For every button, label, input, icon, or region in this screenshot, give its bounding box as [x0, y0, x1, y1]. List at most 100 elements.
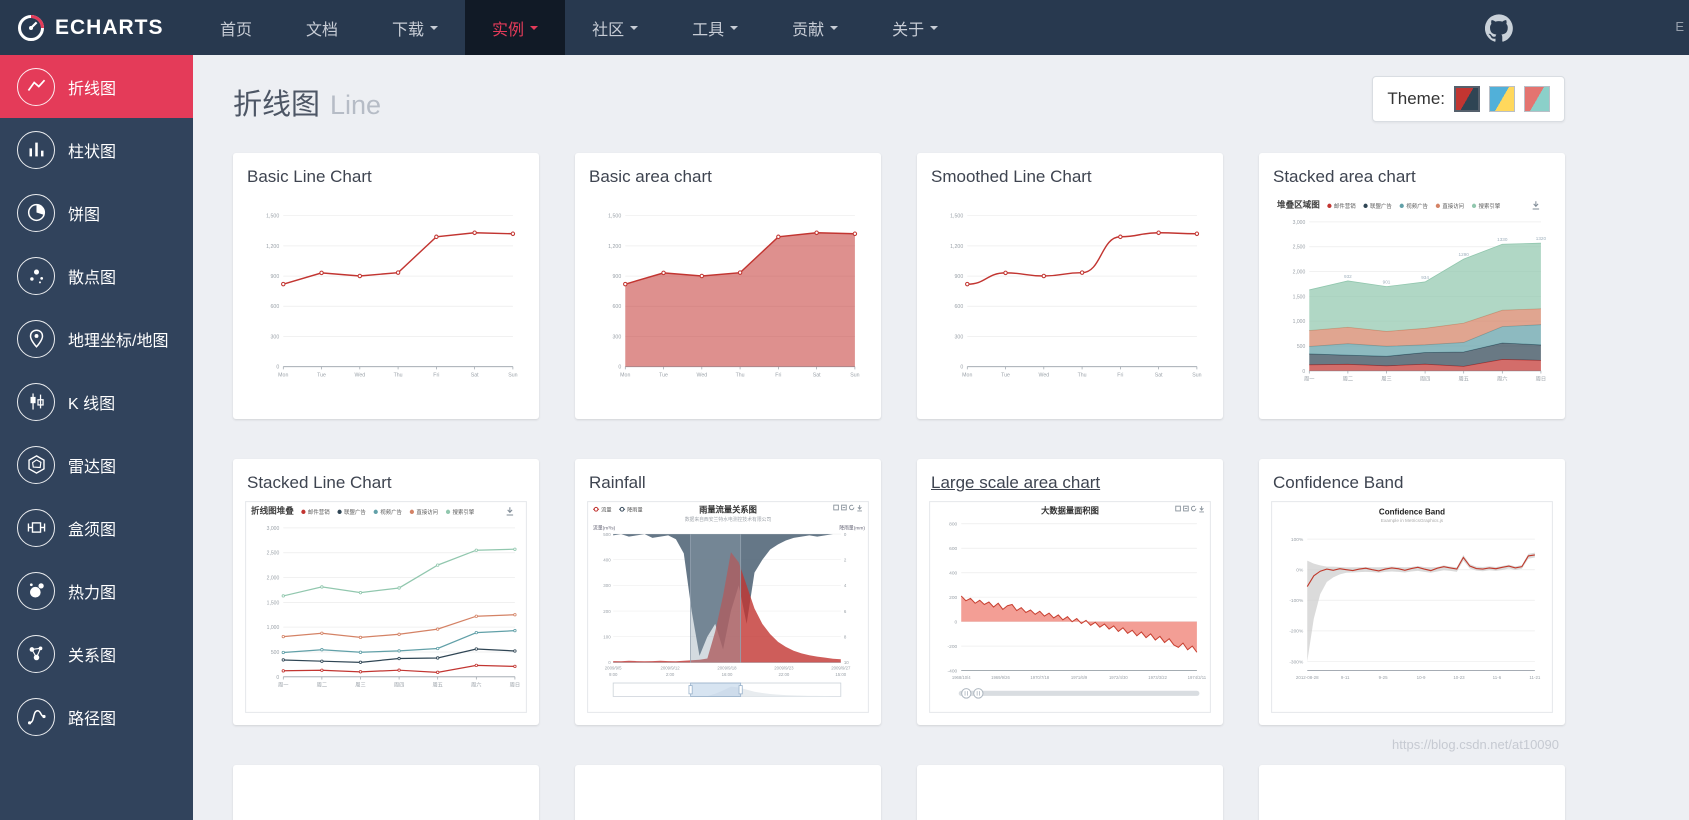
echarts-logo-icon — [18, 14, 44, 41]
nav-item-label: 实例 — [492, 21, 525, 39]
example-card-partial[interactable] — [1259, 765, 1565, 820]
svg-text:大数据量面积图: 大数据量面积图 — [1041, 505, 1099, 515]
svg-text:200: 200 — [949, 595, 957, 601]
boxplot-icon — [17, 508, 55, 547]
chart-thumbnail[interactable]: 折线图堆叠 邮件营销 联盟广告 视频广告 直接访问 搜索引擎 0 500 1,000 1,500 2… — [245, 501, 527, 713]
card-title[interactable]: Smoothed Line Chart — [931, 167, 1092, 186]
chart-thumbnail[interactable]: 0 300 600 900 1,200 1,500 Mon Tue Wed Thu Fri Sat Su… — [245, 195, 527, 407]
nav-item-实例[interactable]: 实例 — [465, 0, 566, 55]
example-card[interactable]: Smoothed Line Chart 0 300 600 900 1,200 1,500 M… — [917, 153, 1223, 419]
example-card[interactable]: Confidence Band Confidence Band Example in… — [1259, 459, 1565, 725]
chart-thumbnail[interactable]: 0 300 600 900 1,200 1,500 Mon Tue Wed Thu Fri Sat Su… — [587, 195, 869, 407]
svg-text:邮件营销: 邮件营销 — [1334, 202, 1356, 210]
svg-text:4: 4 — [844, 583, 847, 588]
example-card[interactable]: Large scale area chart 大数据量面积图 -400 -200 0 20… — [917, 459, 1223, 725]
svg-text:Sat: Sat — [471, 372, 479, 378]
svg-text:2,500: 2,500 — [1293, 245, 1306, 251]
svg-text:11-6: 11-6 — [1493, 675, 1502, 680]
example-card[interactable]: Stacked area chart 堆叠区域图 邮件营销 联盟广告 视频广告 直接访问 搜… — [1259, 153, 1565, 419]
svg-text:0: 0 — [955, 619, 958, 625]
github-icon[interactable] — [1485, 14, 1513, 42]
svg-text:Thu: Thu — [1078, 372, 1087, 378]
nav-item-首页[interactable]: 首页 — [193, 0, 279, 55]
svg-text:1320: 1320 — [1536, 236, 1547, 241]
sidebar-item-label: 路径图 — [68, 710, 117, 728]
svg-text:10-23: 10-23 — [1453, 675, 1465, 680]
example-card[interactable]: Rainfall 雨量流量关系图 数据来自西安兰特水电测控技术有限公司 流量 降雨量 流量… — [575, 459, 881, 725]
svg-text:折线图堆叠: 折线图堆叠 — [251, 504, 294, 515]
sidebar-item-label: 地理坐标/地图 — [68, 332, 169, 350]
nav-item-贡献[interactable]: 贡献 — [765, 0, 865, 55]
example-card[interactable]: Basic area chart 0 300 600 900 1,200 1,500 Mon T… — [575, 153, 881, 419]
chevron-down-icon — [530, 26, 539, 34]
svg-text:600: 600 — [271, 304, 280, 310]
nav-item-工具[interactable]: 工具 — [665, 0, 765, 55]
echarts-logo[interactable]: ECHARTS — [0, 13, 193, 43]
svg-text:搜索引擎: 搜索引擎 — [1479, 202, 1501, 210]
example-card-partial[interactable] — [917, 765, 1223, 820]
example-card-partial[interactable] — [575, 765, 881, 820]
sidebar-item-关系图[interactable]: 关系图 — [0, 622, 193, 685]
card-title[interactable]: Stacked area chart — [1273, 167, 1416, 186]
sidebar-item-盒须图[interactable]: 盒须图 — [0, 496, 193, 559]
svg-text:周五: 周五 — [432, 682, 442, 689]
chart-thumbnail[interactable]: 0 300 600 900 1,200 1,500 Mon Tue Wed Thu Fri Sat Su… — [929, 195, 1211, 407]
svg-text:9:00: 9:00 — [609, 672, 618, 677]
sidebar-item-柱状图[interactable]: 柱状图 — [0, 118, 193, 181]
nav-item-社区[interactable]: 社区 — [565, 0, 665, 55]
svg-text:Wed: Wed — [1038, 372, 1049, 378]
theme-swatch-vintage[interactable] — [1524, 86, 1550, 112]
svg-text:Fri: Fri — [1117, 372, 1123, 378]
sidebar-item-散点图[interactable]: 散点图 — [0, 244, 193, 307]
sidebar-item-地理坐标/地图[interactable]: 地理坐标/地图 — [0, 307, 193, 370]
sidebar-item-折线图[interactable]: 折线图 — [0, 55, 193, 118]
graph-icon — [17, 634, 55, 673]
main-content: 折线图 Line Theme: Basic Line Chart 0 300 600 90… — [193, 55, 1689, 820]
svg-text:0: 0 — [608, 660, 611, 665]
bar-chart-icon — [17, 130, 55, 169]
card-title[interactable]: Confidence Band — [1273, 473, 1404, 492]
chart-thumbnail[interactable]: 大数据量面积图 -400 -200 0 200 400 600 800 1968/10/4 196… — [929, 501, 1211, 713]
chart-thumbnail[interactable]: 堆叠区域图 邮件营销 联盟广告 视频广告 直接访问 搜索引擎 0 500 1,000 1,500 2… — [1271, 195, 1553, 407]
svg-text:周三: 周三 — [1381, 376, 1391, 383]
sidebar-item-路径图[interactable]: 路径图 — [0, 685, 193, 748]
chart-thumbnail[interactable]: 雨量流量关系图 数据来自西安兰特水电测控技术有限公司 流量 降雨量 流量(m³/s) 降雨… — [587, 501, 869, 713]
svg-text:流量: 流量 — [601, 505, 612, 513]
theme-swatch-light[interactable] — [1489, 86, 1515, 112]
card-title[interactable]: Rainfall — [589, 473, 646, 492]
sidebar-item-热力图[interactable]: 热力图 — [0, 559, 193, 622]
chevron-down-icon — [930, 26, 939, 34]
sidebar-item-雷达图[interactable]: 雷达图 — [0, 433, 193, 496]
svg-text:雨量流量关系图: 雨量流量关系图 — [699, 504, 757, 514]
nav-item-关于[interactable]: 关于 — [865, 0, 965, 55]
chevron-down-icon — [430, 26, 439, 34]
nav-item-下载[interactable]: 下载 — [365, 0, 465, 55]
card-title[interactable]: Basic area chart — [589, 167, 712, 186]
chart-thumbnail[interactable]: Confidence Band Example in MetricsGraphic… — [1271, 501, 1553, 713]
nav-menu: 首页 文档 下载 实例 社区 工具 贡献 关于 — [193, 0, 965, 55]
example-card[interactable]: Basic Line Chart 0 300 600 900 1,200 1,500 Mon T… — [233, 153, 539, 419]
card-title[interactable]: Stacked Line Chart — [247, 473, 392, 492]
svg-text:搜索引擎: 搜索引擎 — [453, 508, 475, 516]
svg-text:Sun: Sun — [508, 372, 517, 378]
nav-item-文档[interactable]: 文档 — [279, 0, 365, 55]
svg-text:2009/9/27: 2009/9/27 — [831, 666, 851, 671]
svg-text:Sat: Sat — [1155, 372, 1163, 378]
svg-text:周三: 周三 — [355, 682, 365, 689]
sidebar-item-饼图[interactable]: 饼图 — [0, 181, 193, 244]
example-card-partial[interactable] — [233, 765, 539, 820]
theme-swatch-default[interactable] — [1454, 86, 1480, 112]
sidebar-item-K 线图[interactable]: K 线图 — [0, 370, 193, 433]
example-card[interactable]: Stacked Line Chart 折线图堆叠 邮件营销 联盟广告 视频广告 直接访问 搜… — [233, 459, 539, 725]
card-title[interactable]: Basic Line Chart — [247, 167, 372, 186]
nav-edge-text: E — [1675, 19, 1684, 34]
svg-text:934: 934 — [1421, 275, 1429, 280]
chart-type-sidebar: 折线图 柱状图 饼图 散点图地理坐标/地图 K 线图 雷达图 盒须图 热力图 关系图路径图 — [0, 55, 193, 820]
chevron-down-icon — [630, 26, 639, 34]
pie-chart-icon — [17, 193, 55, 232]
svg-text:Mon: Mon — [620, 372, 630, 378]
svg-text:300: 300 — [613, 334, 622, 340]
svg-text:Tue: Tue — [317, 372, 326, 378]
svg-text:2:00: 2:00 — [666, 672, 675, 677]
card-title[interactable]: Large scale area chart — [931, 473, 1101, 492]
